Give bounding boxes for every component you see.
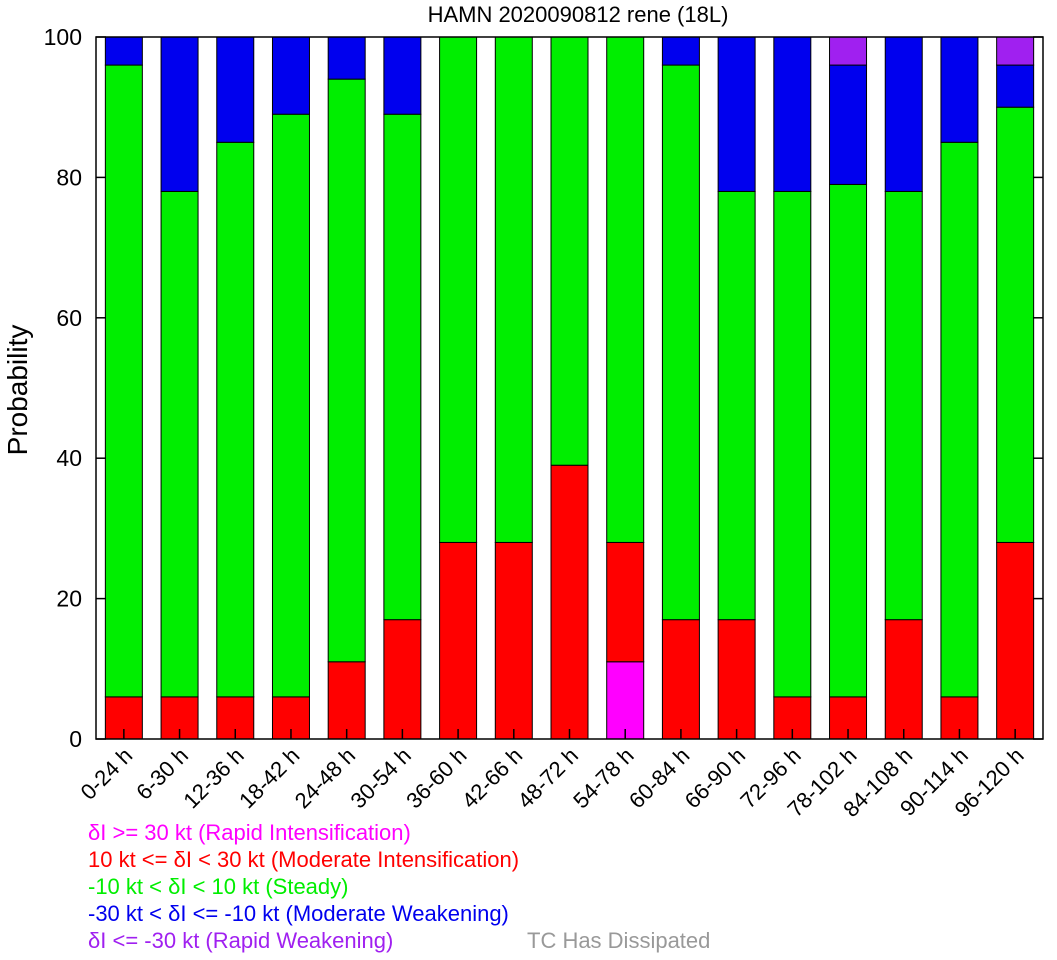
bar-segment bbox=[829, 183, 868, 698]
bar-segment bbox=[550, 36, 589, 466]
bar-segment bbox=[940, 36, 979, 143]
bar-segment bbox=[383, 36, 422, 115]
bar-segment bbox=[773, 36, 812, 192]
bar-segment bbox=[884, 36, 923, 192]
bar-segment bbox=[996, 36, 1035, 66]
x-tick-label: 66-90 h bbox=[680, 743, 750, 813]
x-tick-label: 54-78 h bbox=[568, 743, 638, 813]
bar-segment bbox=[439, 36, 478, 543]
bar-segment bbox=[160, 190, 199, 698]
bar-segment bbox=[104, 36, 143, 66]
bar-segment bbox=[550, 464, 589, 740]
legend-steady: -10 kt < δI < 10 kt (Steady) bbox=[88, 874, 349, 899]
bar-segment bbox=[104, 64, 143, 698]
x-tick-label: 12-36 h bbox=[178, 743, 248, 813]
x-tick-label: 0-24 h bbox=[76, 743, 138, 805]
bar-segment bbox=[829, 64, 868, 185]
bar-segment bbox=[216, 141, 255, 698]
bar-segment bbox=[773, 190, 812, 698]
y-tick-label: 20 bbox=[56, 586, 82, 612]
x-tick-label: 60-84 h bbox=[624, 743, 694, 813]
legend-moderate-weakening: -30 kt < δI <= -10 kt (Moderate Weakenin… bbox=[88, 901, 509, 926]
bar-segment bbox=[661, 619, 700, 740]
y-tick-label: 40 bbox=[56, 445, 82, 471]
legend-moderate-intensification: 10 kt <= δI < 30 kt (Moderate Intensific… bbox=[88, 847, 520, 872]
legend-tc-dissipated: TC Has Dissipated bbox=[527, 928, 711, 953]
bar-segment bbox=[327, 661, 366, 740]
chart-title: HAMN 2020090812 rene (18L) bbox=[428, 2, 729, 27]
bar-segment bbox=[661, 36, 700, 66]
bar-segment bbox=[216, 36, 255, 143]
bar-segment bbox=[271, 113, 310, 698]
bar-segment bbox=[606, 36, 645, 543]
y-tick-label: 60 bbox=[56, 305, 82, 331]
bar-segment bbox=[717, 619, 756, 740]
y-tick-label: 80 bbox=[56, 164, 82, 190]
bar-segment bbox=[884, 190, 923, 621]
bar-segment bbox=[439, 541, 478, 740]
bar-segment bbox=[271, 36, 310, 115]
bar-segment bbox=[606, 661, 645, 740]
x-tick-label: 48-72 h bbox=[513, 743, 583, 813]
bar-segment bbox=[327, 36, 366, 80]
x-tick-label: 36-60 h bbox=[401, 743, 471, 813]
bar-segment bbox=[383, 619, 422, 740]
bar-segment bbox=[494, 541, 533, 740]
bar-segment bbox=[717, 36, 756, 192]
bar-segment bbox=[160, 36, 199, 192]
bar-segment bbox=[327, 78, 366, 663]
y-tick-label: 0 bbox=[69, 726, 82, 752]
bar-segment bbox=[884, 619, 923, 740]
x-tick-label: 30-54 h bbox=[345, 743, 415, 813]
bar-segment bbox=[717, 190, 756, 621]
bar-segment bbox=[996, 541, 1035, 740]
bar-segment bbox=[606, 541, 645, 663]
legend-rapid-weakening: δI <= -30 kt (Rapid Weakening) bbox=[88, 928, 394, 953]
bar-segment bbox=[661, 64, 700, 621]
x-tick-label: 18-42 h bbox=[234, 743, 304, 813]
bar-segment bbox=[829, 36, 868, 66]
bar-segment bbox=[383, 113, 422, 621]
y-tick-label: 100 bbox=[44, 24, 82, 50]
legend-rapid-intensification: δI >= 30 kt (Rapid Intensification) bbox=[88, 820, 411, 845]
bar-segment bbox=[494, 36, 533, 543]
bar-segment bbox=[940, 141, 979, 698]
bar-segment bbox=[996, 64, 1035, 108]
y-axis-label: Probability bbox=[2, 325, 33, 456]
x-tick-label: 24-48 h bbox=[290, 743, 360, 813]
x-tick-label: 42-66 h bbox=[457, 743, 527, 813]
bar-segment bbox=[996, 106, 1035, 543]
